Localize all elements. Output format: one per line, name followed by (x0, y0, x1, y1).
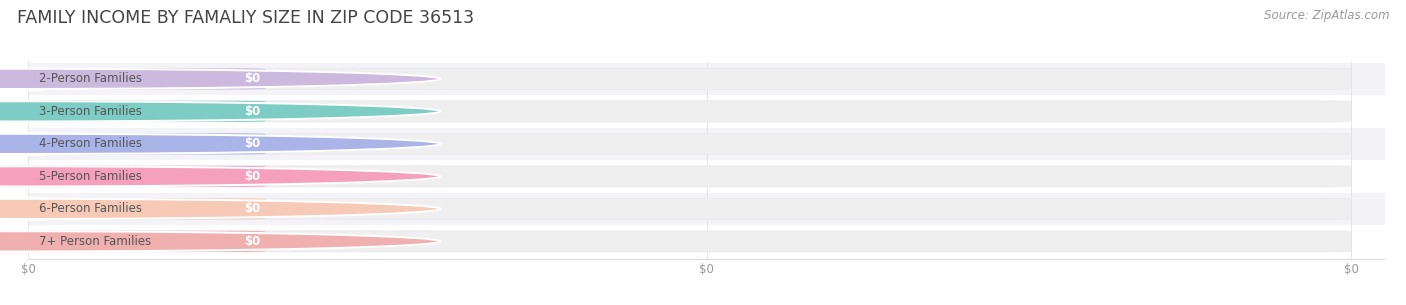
Bar (28, 63, 1385, 95)
FancyBboxPatch shape (8, 68, 46, 89)
Circle shape (0, 69, 440, 89)
Text: 4-Person Families: 4-Person Families (39, 137, 142, 150)
Circle shape (0, 166, 440, 187)
Text: 7+ Person Families: 7+ Person Families (39, 235, 152, 248)
Text: $0: $0 (243, 137, 260, 150)
FancyBboxPatch shape (28, 101, 266, 122)
Text: FAMILY INCOME BY FAMALIY SIZE IN ZIP CODE 36513: FAMILY INCOME BY FAMALIY SIZE IN ZIP COD… (17, 9, 474, 27)
FancyBboxPatch shape (28, 68, 266, 89)
Text: Source: ZipAtlas.com: Source: ZipAtlas.com (1264, 9, 1389, 22)
Text: $0: $0 (243, 72, 260, 85)
Circle shape (0, 231, 440, 252)
Text: $0: $0 (243, 235, 260, 248)
Text: 3-Person Families: 3-Person Families (39, 105, 142, 118)
FancyBboxPatch shape (28, 166, 266, 187)
FancyBboxPatch shape (28, 68, 1351, 89)
FancyBboxPatch shape (8, 133, 46, 154)
FancyBboxPatch shape (28, 198, 266, 219)
Text: $0: $0 (243, 203, 260, 215)
Text: 6-Person Families: 6-Person Families (39, 203, 142, 215)
FancyBboxPatch shape (28, 166, 1351, 187)
Circle shape (0, 134, 440, 154)
FancyBboxPatch shape (8, 231, 46, 252)
Circle shape (0, 199, 440, 219)
Text: 2-Person Families: 2-Person Families (39, 72, 142, 85)
Bar (28, 95, 1385, 127)
Text: $0: $0 (243, 170, 260, 183)
Bar (28, 225, 1385, 258)
Text: $0: $0 (243, 105, 260, 118)
FancyBboxPatch shape (8, 166, 46, 187)
FancyBboxPatch shape (28, 133, 266, 154)
FancyBboxPatch shape (8, 198, 46, 219)
Circle shape (0, 101, 440, 121)
FancyBboxPatch shape (28, 198, 1351, 219)
FancyBboxPatch shape (8, 101, 46, 122)
Bar (28, 160, 1385, 193)
FancyBboxPatch shape (28, 133, 1351, 154)
Text: 5-Person Families: 5-Person Families (39, 170, 142, 183)
Bar (28, 127, 1385, 160)
FancyBboxPatch shape (28, 231, 266, 252)
FancyBboxPatch shape (28, 101, 1351, 122)
Bar (28, 193, 1385, 225)
FancyBboxPatch shape (28, 231, 1351, 252)
